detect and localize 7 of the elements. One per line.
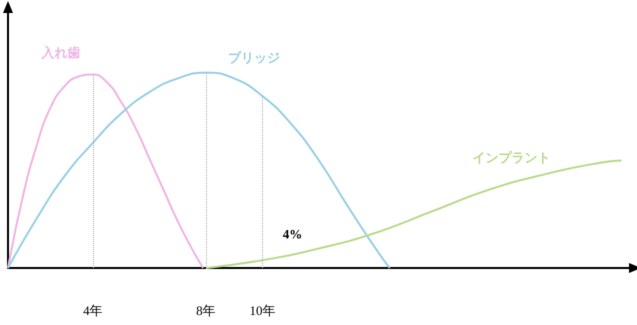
series-label: 入れ歯: [40, 45, 80, 60]
series-label: インプラント: [472, 150, 551, 166]
x-tick-label: 8年: [196, 303, 216, 318]
series-label: ブリッジ: [228, 50, 280, 66]
annotation: 4%: [282, 226, 302, 242]
x-tick-label: 4年: [83, 303, 103, 318]
x-tick-label: 10年: [249, 303, 276, 318]
